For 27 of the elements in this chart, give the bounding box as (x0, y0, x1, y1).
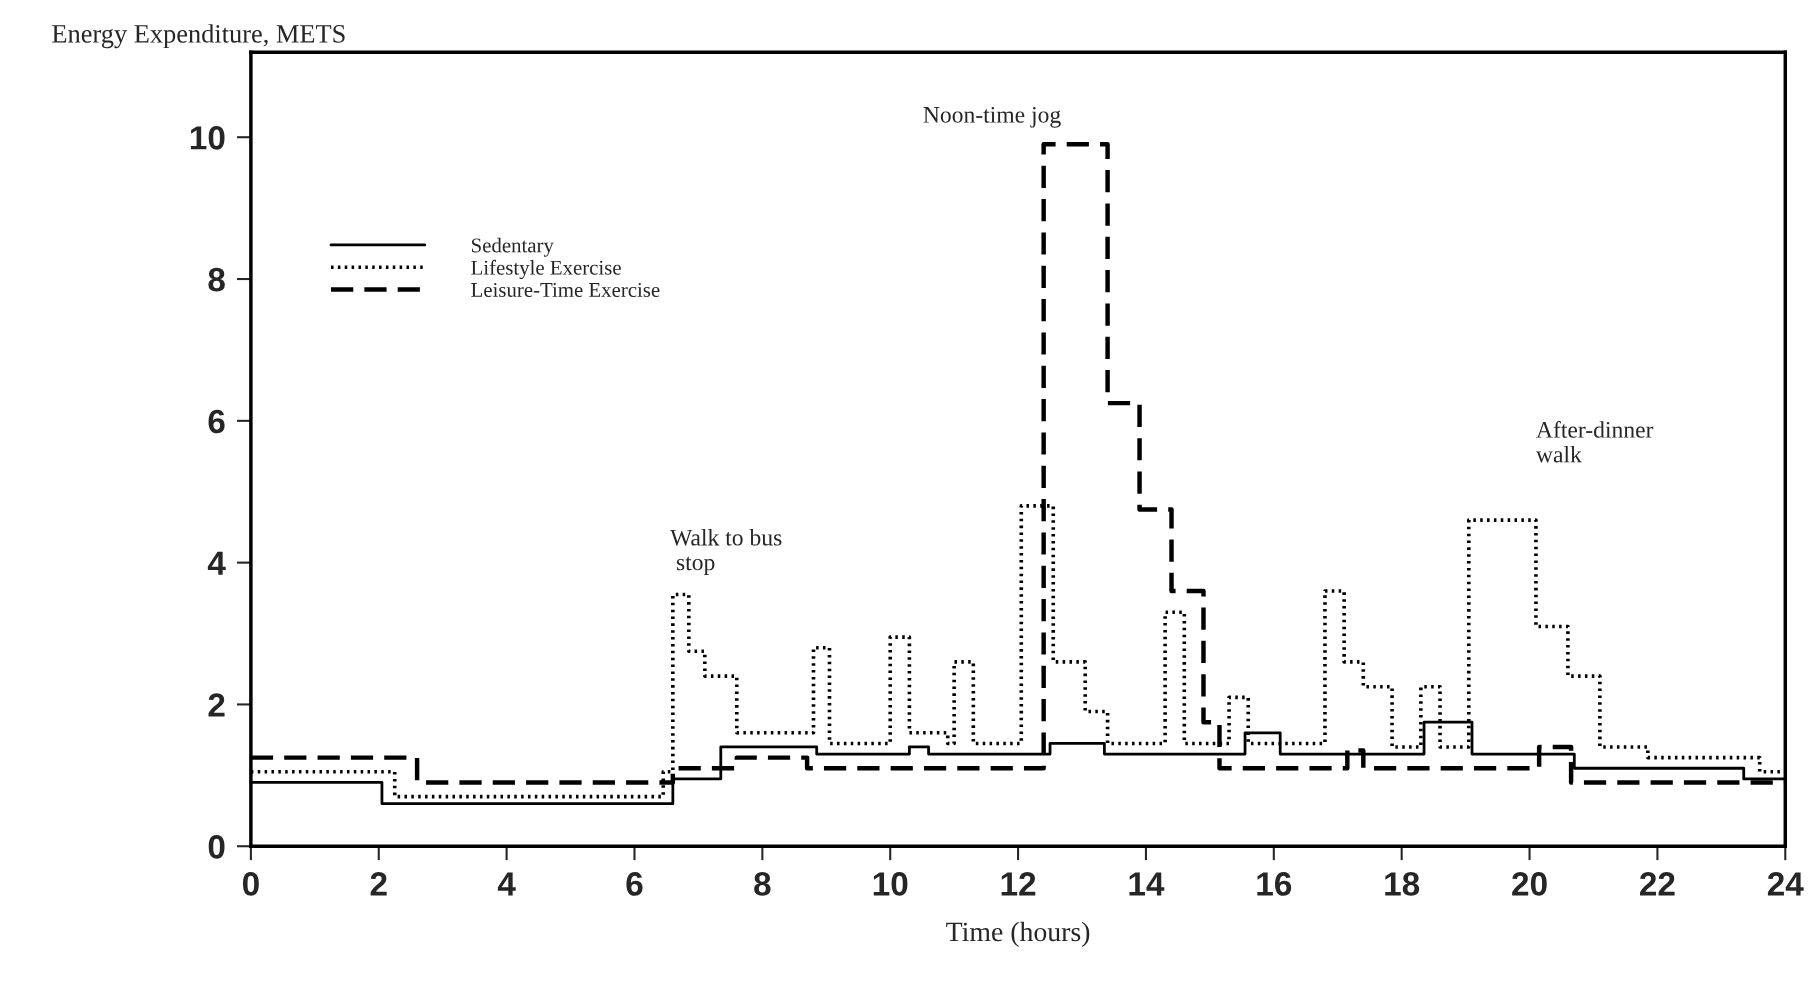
x-tick-label: 2 (370, 872, 387, 896)
x-tick-label: 20 (1512, 872, 1547, 896)
annotation: Noon-time jog (923, 106, 1061, 128)
x-tick-label: 12 (1001, 872, 1036, 896)
x-axis-title: Time (hours) (946, 921, 1090, 947)
x-tick-label: 0 (242, 872, 259, 896)
y-tick-label: 6 (208, 409, 225, 434)
annotation: After-dinner walk (1535, 420, 1654, 463)
y-axis-title: Energy Expenditure, METS (52, 24, 345, 49)
x-tick-label: 22 (1640, 872, 1675, 896)
y-tick-label: 4 (207, 551, 226, 575)
y-tick-label: 8 (208, 267, 225, 292)
x-tick-label: 24 (1767, 872, 1804, 896)
x-tick-label: 6 (626, 872, 643, 896)
x-tick-label: 18 (1385, 872, 1420, 896)
x-tick-label: 16 (1257, 872, 1292, 896)
y-tick-label: 2 (208, 693, 225, 717)
legend-label: Lifestyle Exercise (471, 259, 621, 280)
legend-label: Sedentary (471, 237, 554, 257)
legend-label: Leisure-Time Exercise (471, 282, 660, 297)
x-tick-label: 14 (1129, 872, 1165, 896)
x-tick-label: 8 (754, 872, 771, 896)
x-tick-label: 10 (873, 872, 908, 896)
x-tick-label: 4 (497, 872, 516, 896)
y-tick-label: 0 (208, 835, 225, 859)
y-tick-label: 10 (190, 126, 225, 150)
annotation: Walk to bus stop (670, 529, 782, 576)
